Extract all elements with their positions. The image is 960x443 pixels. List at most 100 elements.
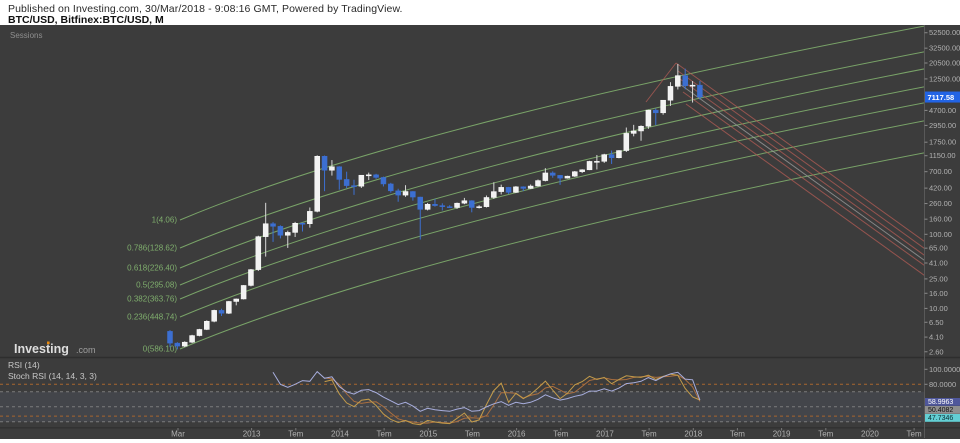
price-tick-label: 16.00 <box>929 289 948 298</box>
candle-body <box>292 222 298 233</box>
candle-body <box>189 335 195 343</box>
published-info: Published on Investing.com, 30/Mar/2018 … <box>8 3 403 15</box>
price-tick-label: 2950.00 <box>929 121 956 130</box>
time-tick-label: Mar <box>171 430 185 439</box>
candle-body <box>505 187 512 193</box>
candle-body <box>623 133 630 151</box>
price-tick-label: 10.00 <box>929 304 948 313</box>
candle-body <box>446 206 453 208</box>
time-tick-label: Tem <box>642 430 657 439</box>
last-price-badge <box>925 91 960 103</box>
candle-body <box>689 84 696 87</box>
rsi-line <box>272 370 701 412</box>
candle-body <box>520 186 527 189</box>
candle-body <box>675 75 681 87</box>
price-tick-label: 6.50 <box>929 318 944 327</box>
time-tick-label: 2019 <box>773 430 791 439</box>
investing-logo: Investing <box>14 342 69 356</box>
price-tick-label: 1750.00 <box>929 138 956 147</box>
price-axis[interactable]: 52500.00 32500.00 20500.00 12500.00 4700.00 2… <box>924 28 960 422</box>
price-tick-label: 260.00 <box>929 199 952 208</box>
candle-body <box>417 196 423 210</box>
candle-body <box>682 75 688 87</box>
image-header: Published on Investing.com, 30/Mar/2018 … <box>0 0 960 26</box>
fib-level-label: 0.786(128.62) <box>127 244 177 253</box>
descending-trend-line <box>645 62 677 103</box>
indicator-value-badge <box>925 398 960 406</box>
candle-body <box>630 130 637 134</box>
price-pane[interactable]: 1(4.06) 0.786(128.62) 0.618(226.40) 0.5(295… <box>10 25 960 356</box>
candle-body <box>616 150 622 158</box>
candle-body <box>196 329 203 336</box>
price-tick-label: 25.00 <box>929 274 948 283</box>
candlestick-series <box>167 63 703 350</box>
candle-body <box>491 191 497 198</box>
candle-body <box>410 191 416 198</box>
candle-body <box>255 236 262 270</box>
price-chart-canvas[interactable]: 1(4.06) 0.786(128.62) 0.618(226.40) 0.5(295… <box>0 25 960 443</box>
candle-body <box>226 301 232 314</box>
candle-body <box>601 154 607 162</box>
symbol-title: BTC/USD, Bitfinex:BTC/USD, M <box>8 14 164 26</box>
time-tick-label: 2013 <box>243 430 261 439</box>
candle-body <box>439 205 446 207</box>
price-tick-label: 1150.00 <box>929 151 956 160</box>
candle-body <box>513 186 519 193</box>
candle-body <box>498 187 504 192</box>
candle-body <box>240 285 247 300</box>
candle-body <box>307 211 313 224</box>
candle-body <box>373 174 379 178</box>
time-tick-label: Tem <box>553 430 568 439</box>
candle-body <box>572 171 578 177</box>
candle-body <box>314 156 320 212</box>
indicator-value-badge <box>925 414 960 422</box>
time-tick-label: 2017 <box>596 430 614 439</box>
fib-channel-line <box>179 51 924 249</box>
indicator-value: 50.4082 <box>928 407 953 414</box>
candle-body <box>262 223 269 237</box>
descending-trend-line <box>675 62 924 242</box>
stoch-rsi-k-line <box>324 373 701 426</box>
descending-trend-line <box>685 103 924 276</box>
gray-trend-line <box>680 84 924 261</box>
last-price-value: 7117.58 <box>928 93 955 102</box>
fib-level-label: 1(4.06) <box>152 216 178 225</box>
investing-logo-tld: .com <box>76 345 96 355</box>
candle-body <box>697 84 703 98</box>
time-tick-label: 2020 <box>861 430 879 439</box>
time-tick-label: Tem <box>730 430 745 439</box>
candle-body <box>535 180 541 187</box>
time-axis[interactable]: Mar 2013 Tem 2014 Tem 2015 Tem 2016 Tem 2017 Tem 20… <box>171 428 922 439</box>
fib-level-label: 0.382(363.76) <box>127 295 177 304</box>
fib-channel-line <box>179 120 924 318</box>
candle-body <box>653 109 659 114</box>
chart-background <box>0 25 960 439</box>
candle-body <box>343 179 350 186</box>
time-tick-label: 2016 <box>508 430 526 439</box>
candle-body <box>299 222 306 225</box>
rsi-pane[interactable]: RSI (14)Stoch RSI (14, 14, 3, 3) <box>0 360 924 426</box>
candle-body <box>365 174 372 177</box>
candle-body <box>277 226 284 236</box>
candle-body <box>638 125 644 132</box>
candle-body <box>167 331 173 344</box>
candle-body <box>586 161 593 171</box>
fib-level-label: 0.236(448.74) <box>127 313 177 322</box>
price-tick-label: 2.60 <box>929 347 944 356</box>
candle-body <box>336 166 343 180</box>
candle-body <box>594 161 600 163</box>
candle-body <box>645 109 652 127</box>
price-tick-label: 32500.00 <box>929 44 960 53</box>
time-tick-label: Tem <box>377 430 392 439</box>
indicator-tick-label: 80.0000 <box>929 380 956 389</box>
candle-body <box>542 172 549 181</box>
candle-body <box>424 204 431 210</box>
price-tick-label: 160.00 <box>929 215 952 224</box>
candle-body <box>432 204 438 206</box>
time-tick-label: Tem <box>818 430 833 439</box>
candle-body <box>351 185 357 187</box>
fib-level-label: 0.5(295.08) <box>136 281 177 290</box>
candle-body <box>233 298 239 302</box>
candle-body <box>557 175 563 179</box>
